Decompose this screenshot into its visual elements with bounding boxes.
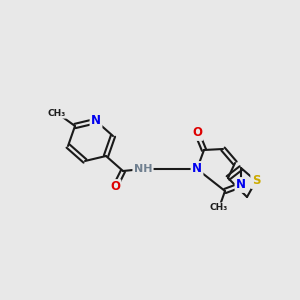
Text: NH: NH — [134, 164, 152, 174]
Text: CH₃: CH₃ — [48, 109, 66, 118]
Text: N: N — [192, 163, 202, 176]
Text: O: O — [110, 181, 120, 194]
Text: N: N — [236, 178, 246, 191]
Text: O: O — [192, 127, 202, 140]
Text: CH₃: CH₃ — [210, 203, 228, 212]
Text: N: N — [91, 115, 101, 128]
Text: S: S — [252, 175, 260, 188]
